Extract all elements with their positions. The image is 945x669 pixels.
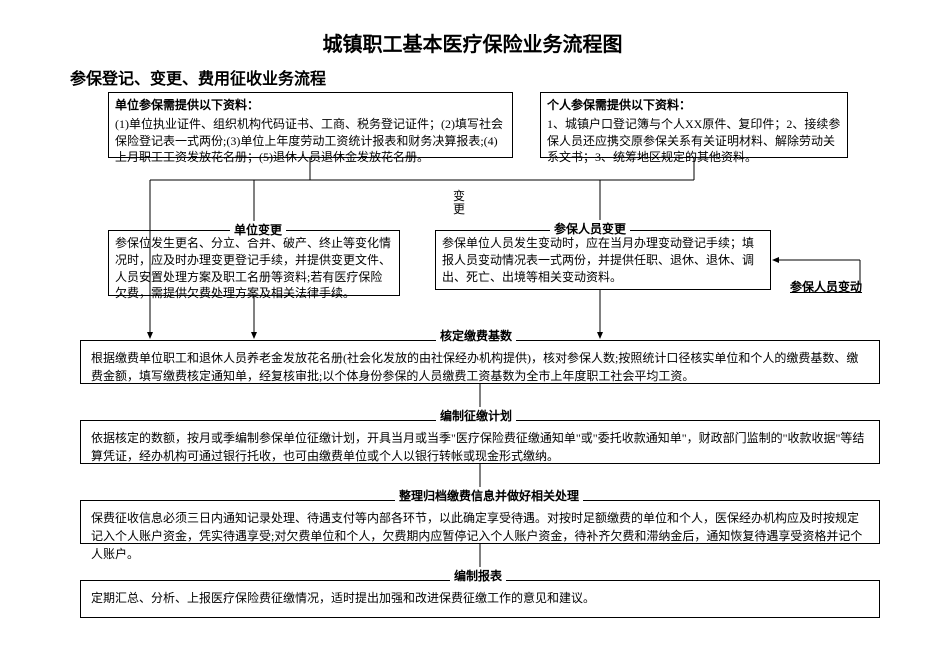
- individual-register-box: 个人参保需提供以下资料： 1、城镇户口登记簿与个人XX原件、复印件；2、接续参保…: [540, 92, 848, 158]
- step2-box: 依据核定的数额，按月或季编制参保单位征缴计划，开具当月或当季"医疗保险费征缴通知…: [80, 420, 880, 464]
- personnel-change-body: 参保单位人员发生变动时，应在当月办理变动登记手续；填报人员变动情况表一式两份，并…: [442, 236, 754, 284]
- step1-box: 根据缴费单位职工和退休人员养老金发放花名册(社会化发放的由社保经办机构提供)，核…: [80, 340, 880, 384]
- individual-register-header: 个人参保需提供以下资料：: [547, 97, 841, 114]
- step1-body: 根据缴费单位职工和退休人员养老金发放花名册(社会化发放的由社保经办机构提供)，核…: [91, 351, 858, 383]
- step4-title: 编制报表: [450, 567, 506, 584]
- step3-title: 整理归档缴费信息并做好相关处理: [395, 487, 583, 504]
- individual-register-body: 1、城镇户口登记簿与个人XX原件、复印件；2、接续参保人员还应携交原参保关系有关…: [547, 117, 840, 165]
- unit-register-box: 单位参保需提供以下资料： (1)单位执业证件、组织机构代码证书、工商、税务登记证…: [108, 92, 513, 158]
- step1-title: 核定缴费基数: [436, 327, 516, 344]
- unit-change-box: 参保位发生更名、分立、合并、破产、终止等变化情况时，应及时办理变更登记手续，并提…: [108, 230, 400, 296]
- change-label: 变更: [450, 190, 468, 216]
- unit-register-header: 单位参保需提供以下资料：: [115, 97, 506, 114]
- step2-body: 依据核定的数额，按月或季编制参保单位征缴计划，开具当月或当季"医疗保险费征缴通知…: [91, 431, 864, 463]
- step2-title: 编制征缴计划: [436, 407, 516, 424]
- unit-change-title: 单位变更: [230, 221, 286, 238]
- step3-box: 保费征收信息必须三日内通知记录处理、待遇支付等内部各环节，以此确定享受待遇。对按…: [80, 500, 880, 544]
- unit-change-body: 参保位发生更名、分立、合并、破产、终止等变化情况时，应及时办理变更登记手续，并提…: [115, 236, 391, 300]
- personnel-movement-label: 参保人员变动: [790, 278, 862, 295]
- page-title: 城镇职工基本医疗保险业务流程图: [0, 28, 945, 57]
- change-label-text: 变更: [452, 190, 466, 216]
- page-subtitle: 参保登记、变更、费用征收业务流程: [70, 65, 326, 89]
- personnel-change-box: 参保单位人员发生变动时，应在当月办理变动登记手续；填报人员变动情况表一式两份，并…: [435, 230, 771, 290]
- step4-box: 定期汇总、分析、上报医疗保险费征缴情况，适时提出加强和改进保费征缴工作的意见和建…: [80, 580, 880, 618]
- step4-body: 定期汇总、分析、上报医疗保险费征缴情况，适时提出加强和改进保费征缴工作的意见和建…: [91, 591, 595, 605]
- step3-body: 保费征收信息必须三日内通知记录处理、待遇支付等内部各环节，以此确定享受待遇。对按…: [91, 511, 862, 561]
- personnel-change-title: 参保人员变更: [550, 220, 630, 237]
- unit-register-body: (1)单位执业证件、组织机构代码证书、工商、税务登记证件；(2)填写社会保险登记…: [115, 117, 503, 165]
